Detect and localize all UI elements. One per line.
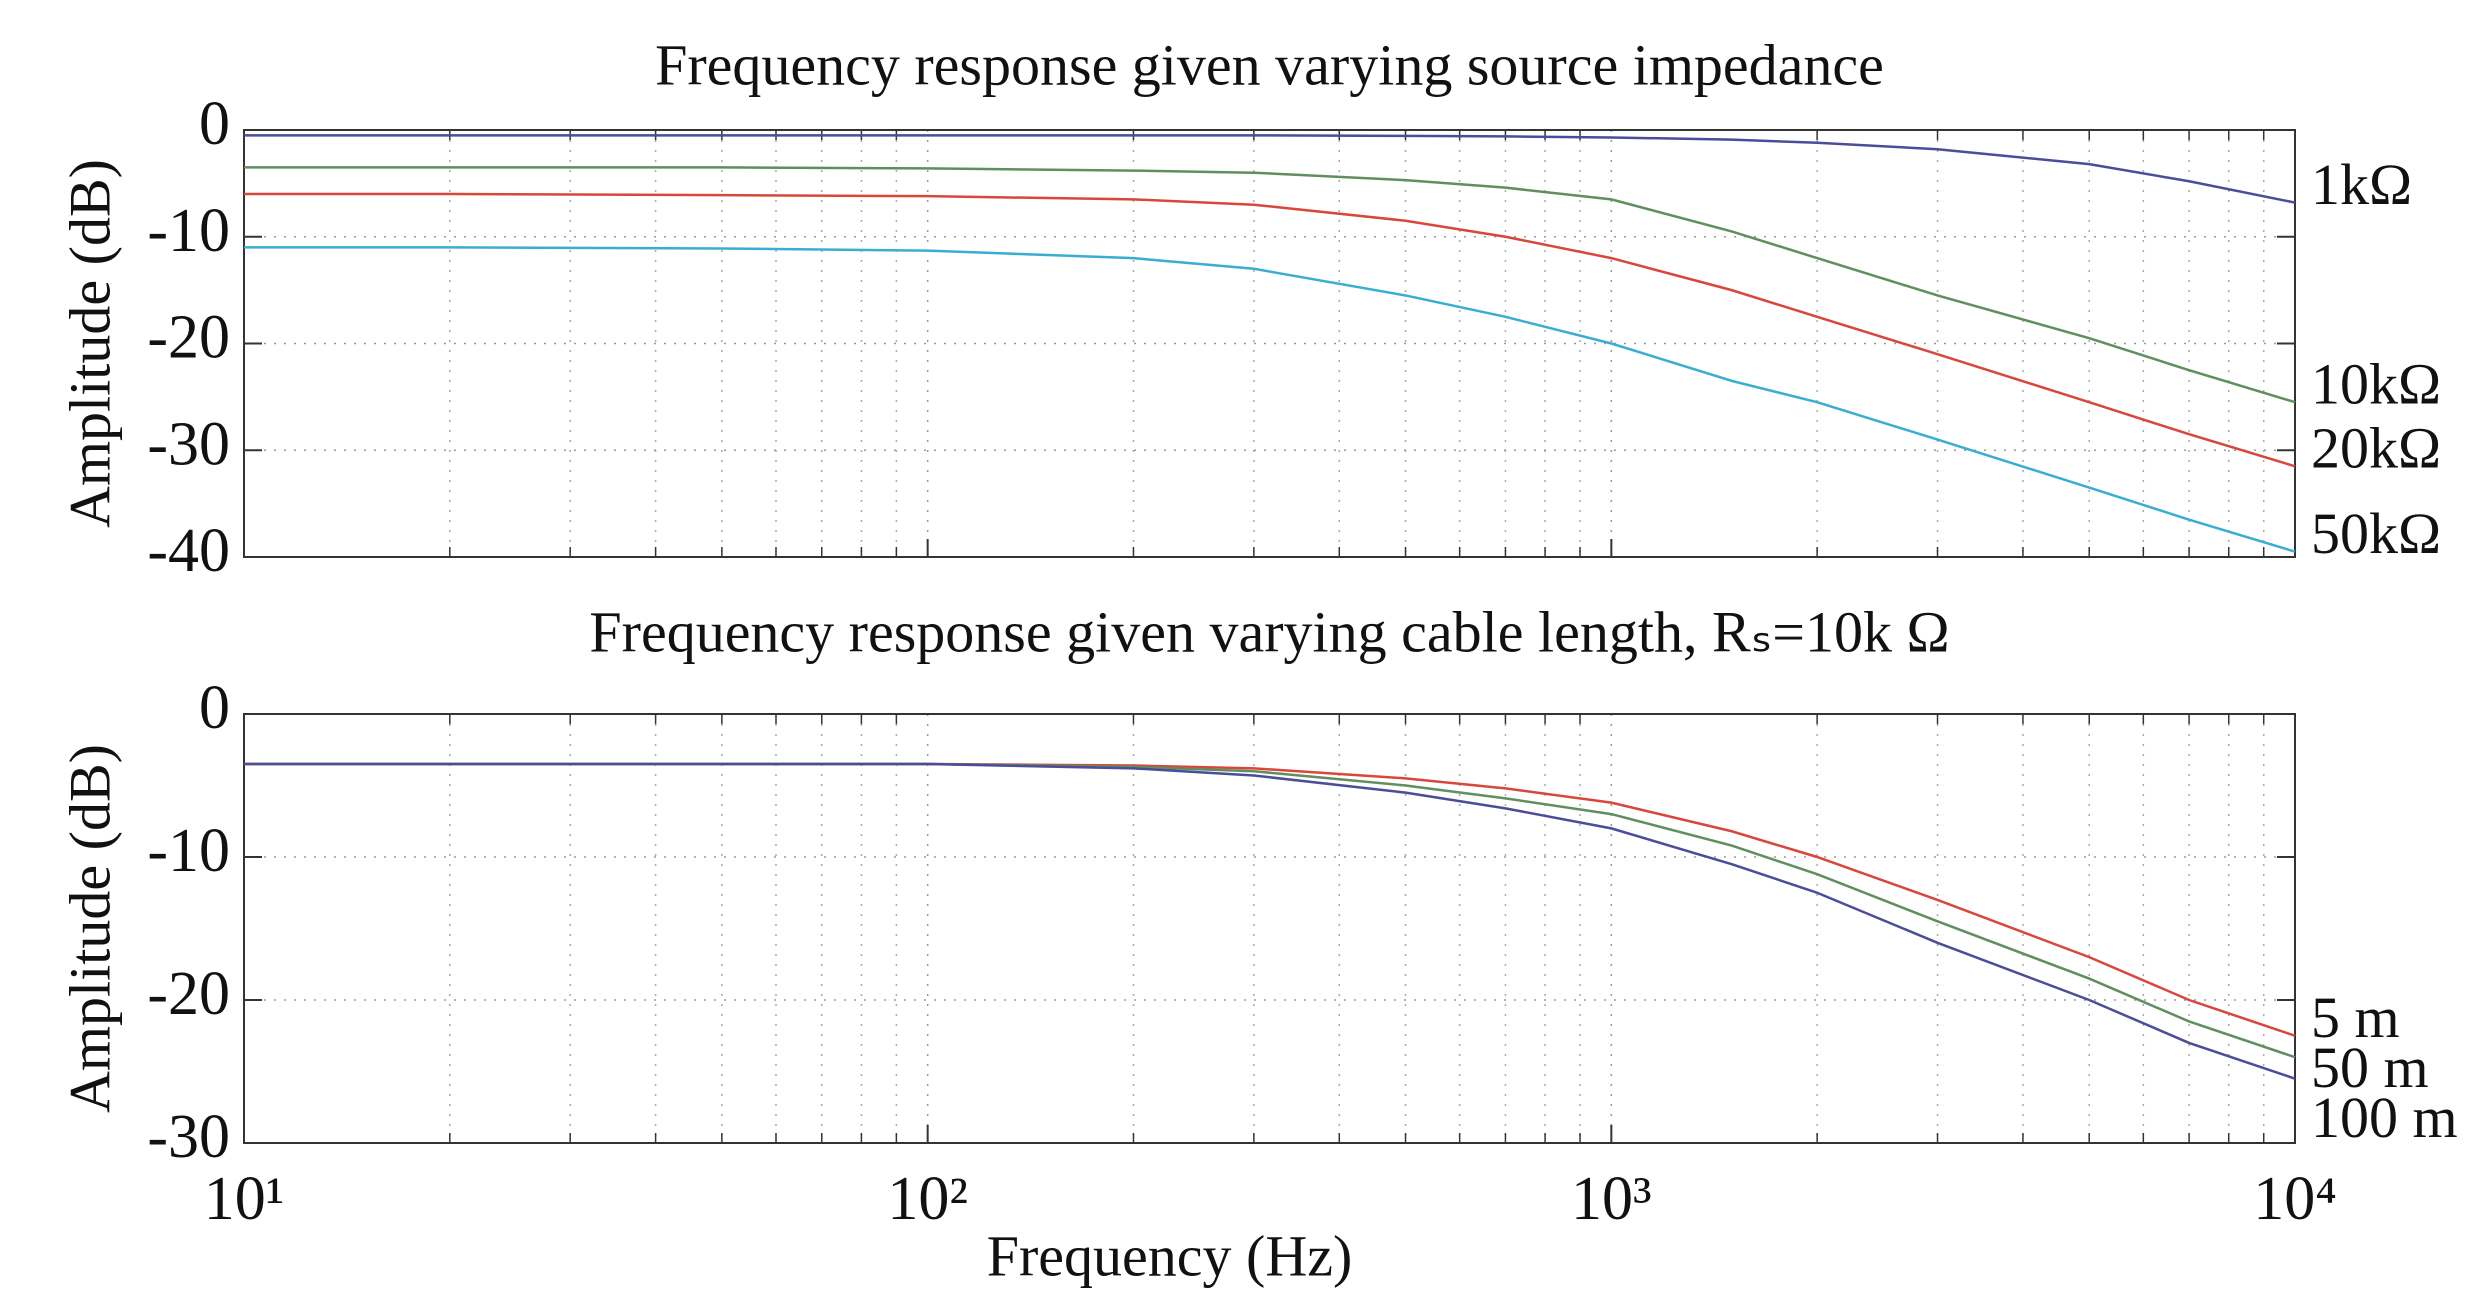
series-label: 5 m	[2311, 985, 2400, 1050]
y-tick-label: -30	[147, 1103, 230, 1171]
series-line	[244, 134, 2296, 204]
series-label: 10kΩ	[2311, 352, 2441, 417]
chart-title: Frequency response given varying source …	[655, 32, 1884, 97]
series-label: 50kΩ	[2311, 501, 2441, 566]
y-tick-label: 0	[199, 674, 230, 742]
y-tick-label: -10	[147, 817, 230, 885]
y-axis-label: Amplitude (dB)	[57, 159, 122, 528]
series-label: 50 m	[2311, 1035, 2429, 1100]
series-line	[244, 762, 2296, 1037]
series-line	[244, 762, 2296, 1059]
series-line	[244, 192, 2296, 468]
x-tick-label: 10¹	[204, 1165, 285, 1233]
series-line	[244, 166, 2296, 404]
plot-frame	[243, 713, 2296, 1144]
series-line	[244, 246, 2296, 553]
y-tick-label: -10	[147, 197, 230, 265]
series-line	[244, 762, 2296, 1080]
x-tick-label: 10³	[1571, 1165, 1652, 1233]
y-tick-label: -20	[147, 304, 230, 372]
series-label: 1kΩ	[2311, 152, 2412, 217]
y-tick-label: -20	[147, 960, 230, 1028]
y-axis-label: Amplitude (dB)	[57, 744, 122, 1113]
x-axis-label: Frequency (Hz)	[987, 1223, 1353, 1288]
y-tick-label: -40	[147, 517, 230, 585]
y-tick-label: 0	[199, 90, 230, 158]
series-label: 100 m	[2311, 1085, 2458, 1150]
series-label: 20kΩ	[2311, 416, 2441, 481]
plot-frame	[243, 129, 2296, 558]
x-tick-label: 10²	[887, 1165, 968, 1233]
x-tick-label: 10⁴	[2253, 1165, 2337, 1233]
chart-title: Frequency response given varying cable l…	[589, 599, 1949, 664]
y-tick-label: -30	[147, 410, 230, 478]
